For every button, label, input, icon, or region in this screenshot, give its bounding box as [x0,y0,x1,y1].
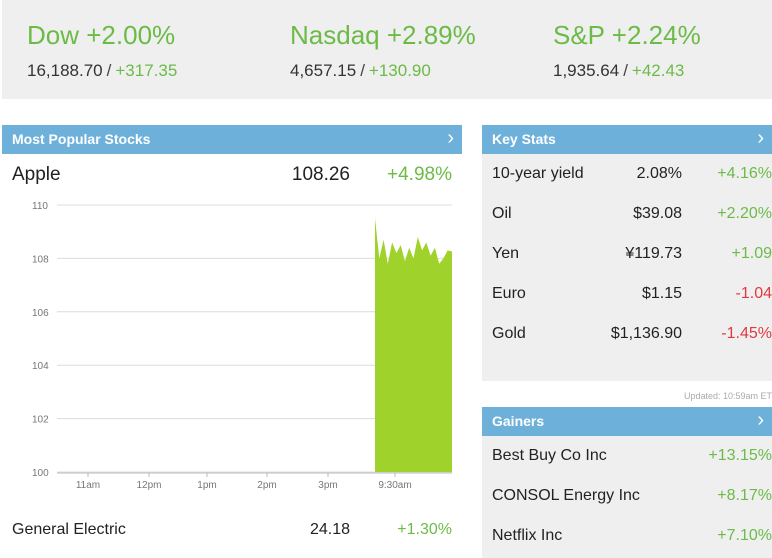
gainer-change: +8.17% [717,487,772,504]
y-tick-label: 100 [32,468,49,479]
index-name: Nasdaq [290,20,380,50]
most-popular-header[interactable]: Most Popular Stocks › [2,125,462,154]
index-pct: +2.00% [86,20,176,50]
updated-timestamp: Updated: 10:59am ET [683,391,772,401]
stat-change: +4.16% [717,165,772,182]
index-value: 4,657.15 [290,61,357,80]
separator: / [623,61,628,80]
intraday-price-chart[interactable]: 100 102 104 106 108 110 11am 12pm 1pm 2pm 3pm 9:30a… [2,195,462,495]
index-nasdaq[interactable]: Nasdaq +2.89% 4,657.15/+130.90 [290,20,476,81]
gainer-name: CONSOL Energy Inc [492,487,640,504]
x-tick-label: 11am [76,480,100,491]
x-tick-label: 2pm [257,480,276,491]
gainer-change: +13.15% [708,447,772,464]
gainers-panel: Best Buy Co Inc +13.15% CONSOL Energy In… [482,436,772,558]
featured-stock-row[interactable]: Apple 108.26 +4.98% [12,164,452,188]
stat-value: $1.15 [641,285,682,302]
chevron-right-icon[interactable]: › [757,127,764,149]
gainer-name: Netflix Inc [492,527,563,544]
chevron-right-icon[interactable]: › [757,409,764,431]
stat-label: 10-year yield [492,165,584,182]
stat-change: -1.04 [735,285,772,302]
separator: / [106,61,112,80]
panel-title: Key Stats [492,131,556,147]
y-tick-label: 106 [32,308,49,319]
stock-name: Apple [12,164,61,185]
stat-label: Gold [492,325,526,342]
separator: / [360,61,365,80]
stat-label: Euro [492,285,526,302]
index-pct: +2.89% [386,20,476,50]
index-change: +42.43 [631,61,685,80]
x-tick-label: 12pm [136,480,161,491]
stat-change: -1.45% [721,325,772,342]
index-sp[interactable]: S&P +2.24% 1,935.64/+42.43 [553,20,701,81]
stock-change: +1.30% [397,521,452,538]
y-tick-label: 102 [32,415,49,426]
stat-label: Oil [492,205,512,222]
index-dow[interactable]: Dow +2.00% 16,188.70/+317.35 [27,20,177,81]
x-tick-label: 1pm [197,480,216,491]
y-tick-label: 104 [32,361,49,372]
market-indices: Dow +2.00% 16,188.70/+317.35 Nasdaq +2.8… [2,0,772,99]
stock-price: 108.26 [291,164,350,185]
stock-row[interactable]: General Electric 24.18 +1.30% [12,521,452,541]
index-value: 16,188.70 [27,61,103,80]
index-change: +317.35 [115,61,178,80]
index-name: S&P [553,20,605,50]
gainer-name: Best Buy Co Inc [492,447,607,464]
stat-value: 2.08% [636,165,682,182]
x-tick-label: 9:30am [378,480,411,491]
panel-title: Gainers [492,413,545,429]
gainer-change: +7.10% [717,527,772,544]
stat-value: ¥119.73 [625,245,682,262]
stat-change: +2.20% [717,205,772,222]
stock-name: General Electric [12,521,126,538]
stat-value: $1,136.90 [610,325,682,342]
y-tick-label: 110 [32,201,48,212]
price-area [375,218,452,472]
index-value: 1,935.64 [553,61,620,80]
stat-label: Yen [492,245,519,262]
x-tick-label: 3pm [318,480,337,491]
key-stats-header[interactable]: Key Stats › [482,125,772,154]
chevron-right-icon[interactable]: › [447,127,454,149]
stock-price: 24.18 [309,521,350,538]
gainers-header[interactable]: Gainers › [482,407,772,436]
key-stats-panel: 10-year yield 2.08% +4.16% Oil $39.08 +2… [482,154,772,401]
stat-value: $39.08 [633,205,682,222]
stock-change: +4.98% [387,164,452,185]
index-pct: +2.24% [611,20,701,50]
panel-title: Most Popular Stocks [12,131,151,147]
stat-change: +1.09 [731,245,772,262]
index-name: Dow [27,20,80,50]
index-change: +130.90 [368,61,431,80]
y-tick-label: 108 [32,254,49,265]
